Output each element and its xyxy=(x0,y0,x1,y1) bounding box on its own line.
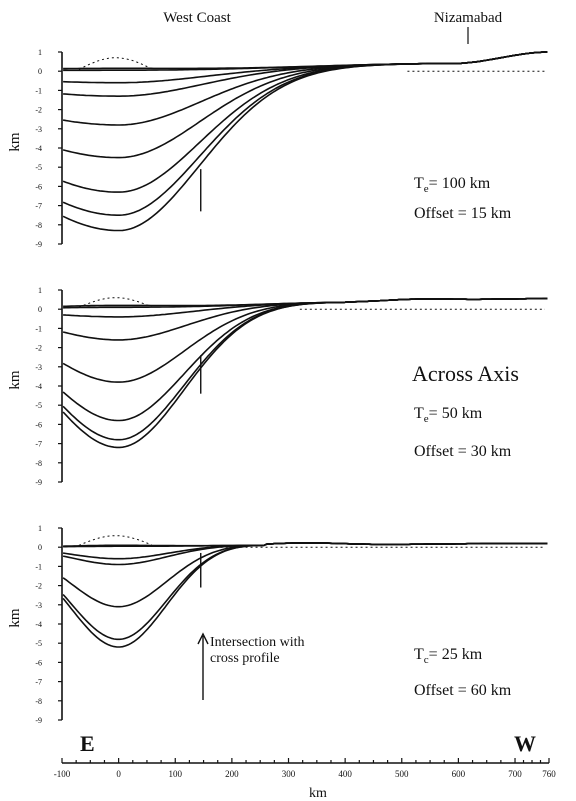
intersection-arrow-head-icon xyxy=(197,632,209,645)
elastic-thickness-label: Te= 50 km xyxy=(414,405,483,425)
y-tick-label: 1 xyxy=(38,286,42,295)
x-tick-label: 300 xyxy=(282,769,296,779)
y-tick-label: -5 xyxy=(35,401,42,410)
x-axis: -100 0 100 200 300 400 500 600 700 760 xyxy=(54,758,556,779)
elastic-thickness-label: Te= 100 km xyxy=(414,175,491,195)
y-tick-label: 0 xyxy=(38,543,42,552)
panel-te-25: 1 0 -1 -2 -3 -4 -5 -6 -7 -8 -9 km Tc= 25 km Offset = … xyxy=(7,524,548,725)
x-tick-label: 760 xyxy=(542,769,556,779)
deflection-curve-5 xyxy=(62,51,548,126)
deflection-curve-9 xyxy=(62,51,548,232)
y-tick-label: 0 xyxy=(38,67,42,76)
intersection-label-line2: cross profile xyxy=(210,651,280,666)
west-coast-label: West Coast xyxy=(163,10,231,26)
x-tick-label: -100 xyxy=(54,769,71,779)
y-tick-label: -6 xyxy=(35,182,42,191)
y-tick-label: -4 xyxy=(35,144,42,153)
y-axis-label: km xyxy=(7,132,23,152)
y-axis-label: km xyxy=(7,370,23,390)
panel-te-50: 1 0 -1 -2 -3 -4 -5 -6 -7 -8 -9 km Te= 50 km Offset = … xyxy=(7,286,548,487)
elastic-thickness-label: Tc= 25 km xyxy=(414,646,483,666)
x-tick-label: 600 xyxy=(452,769,466,779)
y-tick-label: -4 xyxy=(35,382,42,391)
x-tick-label: 0 xyxy=(116,769,121,779)
x-tick-label: 700 xyxy=(508,769,522,779)
east-end-label: E xyxy=(80,731,95,756)
deflection-curve-7 xyxy=(62,51,548,193)
x-axis-label: km xyxy=(309,786,327,801)
deflection-curve-7 xyxy=(62,542,548,648)
y-tick-label: -2 xyxy=(35,344,42,353)
y-tick-label: -3 xyxy=(35,363,42,372)
offset-label: Offset = 60 km xyxy=(414,682,512,699)
deflection-curve-3 xyxy=(63,51,548,84)
y-tick-label: -9 xyxy=(35,240,42,249)
deflection-curve-5 xyxy=(62,542,548,608)
y-tick-label: -2 xyxy=(35,582,42,591)
intersection-label-line1: Intersection with xyxy=(210,635,304,650)
y-tick-label: -7 xyxy=(35,440,42,449)
y-tick-label: -8 xyxy=(35,221,42,230)
y-tick-label: -2 xyxy=(35,106,42,115)
x-tick-label: 400 xyxy=(338,769,352,779)
y-tick-label: -3 xyxy=(35,125,42,134)
deflection-curve-2 xyxy=(63,51,548,70)
y-tick-label: -4 xyxy=(35,620,42,629)
y-tick-label: -8 xyxy=(35,459,42,468)
y-tick-label: -6 xyxy=(35,658,42,667)
y-tick-label: -1 xyxy=(35,324,42,333)
across-axis-label: Across Axis xyxy=(412,361,519,386)
y-tick-label: -8 xyxy=(35,697,42,706)
y-tick-label: -7 xyxy=(35,202,42,211)
y-tick-label: -5 xyxy=(35,639,42,648)
y-tick-label: 1 xyxy=(38,48,42,57)
y-tick-label: -6 xyxy=(35,420,42,429)
y-tick-label: 1 xyxy=(38,524,42,533)
x-tick-label: 100 xyxy=(169,769,183,779)
y-tick-label: -7 xyxy=(35,678,42,687)
y-axis-label: km xyxy=(7,608,23,628)
x-tick-label: 200 xyxy=(225,769,239,779)
forebulge-dotted-line xyxy=(78,535,152,546)
x-tick-label: 500 xyxy=(395,769,409,779)
y-tick-label: -9 xyxy=(35,478,42,487)
y-tick-label: -5 xyxy=(35,163,42,172)
west-end-label: W xyxy=(514,731,536,756)
panel-te-100: 1 0 -1 -2 -3 -4 -5 -6 -7 -8 -9 km Te= 100 km Offset =… xyxy=(7,48,548,249)
y-tick-label: -1 xyxy=(35,562,42,571)
y-tick-label: -3 xyxy=(35,601,42,610)
y-tick-label: -1 xyxy=(35,86,42,95)
nizamabad-label: Nizamabad xyxy=(434,10,503,26)
deflection-curve-8 xyxy=(62,297,548,449)
y-tick-label: 0 xyxy=(38,305,42,314)
y-tick-label: -9 xyxy=(35,716,42,725)
offset-label: Offset = 15 km xyxy=(414,205,512,222)
offset-label: Offset = 30 km xyxy=(414,443,512,460)
